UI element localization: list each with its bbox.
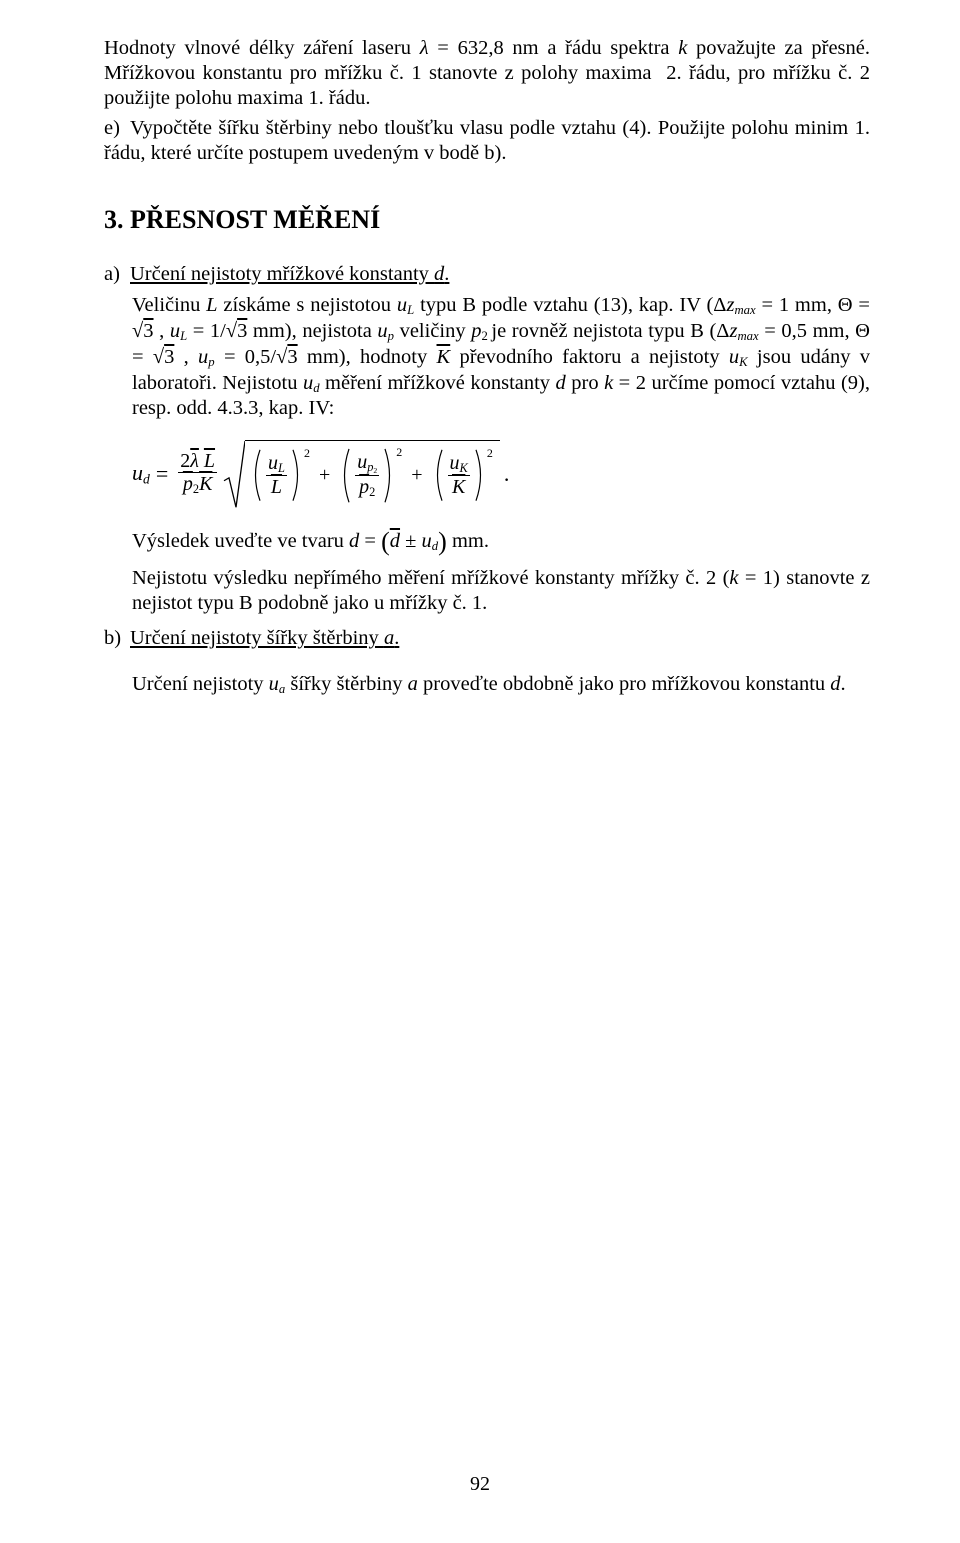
item-a-title: Určení nejistoty mřížkové konstanty d. [130, 263, 449, 285]
item-b-label: b) [104, 626, 130, 651]
sqrt-sign [223, 440, 245, 508]
equals-sign: = [156, 460, 168, 487]
item-e-text: Vypočtěte šířku štěrbiny nebo tloušťku v… [104, 117, 870, 164]
item-e: e)Vypočtěte šířku štěrbiny nebo tloušťku… [104, 116, 870, 166]
formula-ud: ud = 2λ L p2K uL [132, 440, 870, 508]
lparen-icon [250, 448, 262, 503]
plus-sign: + [319, 463, 330, 488]
body-a-text: Veličinu L získáme s nejistotou uL typu … [132, 293, 870, 421]
rparen-icon [383, 447, 395, 504]
item-b-title: Určení nejistoty šířky štěrbiny a. [130, 627, 399, 649]
formula-lhs: ud [132, 459, 150, 488]
formula-period: . [504, 460, 510, 487]
plus-sign: + [411, 463, 422, 488]
section-heading: 3. PŘESNOST MĚŘENÍ [104, 204, 870, 236]
sqrt-body: uL L 2 + up2 [245, 440, 500, 508]
sqrt-group: uL L 2 + up2 [223, 440, 500, 508]
coef-den: p2K [181, 473, 215, 497]
item-a-body: Veličinu L získáme s nejistotou uL typu … [132, 293, 870, 616]
item-b-header: b)Určení nejistoty šířky štěrbiny a. [104, 626, 870, 651]
intro-text: Hodnoty vlnové délky záření laseru λ = 6… [104, 37, 870, 109]
item-a-label: a) [104, 262, 130, 287]
item-e-label: e) [104, 116, 130, 141]
page: Hodnoty vlnové délky záření laseru λ = 6… [0, 0, 960, 1543]
term-3: uK K 2 [432, 448, 493, 503]
lparen-icon [339, 447, 351, 504]
result-line: Výsledek uveďte ve tvaru d = (d ± ud) mm… [132, 526, 870, 558]
coef-num: 2λ L [178, 450, 217, 472]
term-1: uL L 2 [250, 448, 310, 503]
note-a2: Nejistotu výsledku nepřímého měření mříž… [132, 566, 870, 616]
intro-paragraph: Hodnoty vlnové délky záření laseru λ = 6… [104, 36, 870, 112]
formula-coef: 2λ L p2K [178, 450, 217, 497]
term-2: up2 p2 2 [339, 447, 402, 504]
item-b-body: Určení nejistoty ua šířky štěrbiny a pro… [132, 672, 870, 698]
item-a-header: a)Určení nejistoty mřížkové konstanty d. [104, 262, 870, 287]
rparen-icon [291, 448, 303, 503]
lparen-icon [432, 448, 444, 503]
page-number: 92 [0, 1472, 960, 1497]
rparen-icon [474, 448, 486, 503]
